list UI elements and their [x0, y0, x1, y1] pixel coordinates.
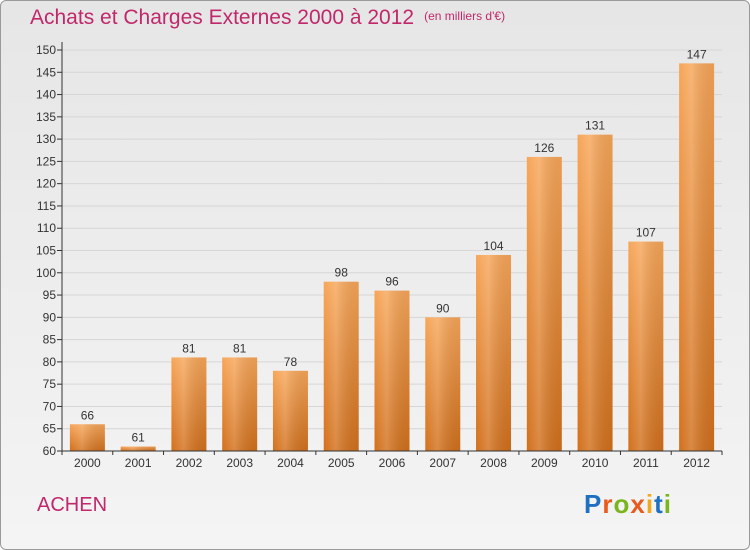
bar-shine — [323, 281, 359, 451]
data-label: 81 — [182, 341, 196, 355]
y-tick-label: 120 — [36, 177, 56, 191]
data-label: 126 — [534, 141, 554, 155]
x-tick-label: 2005 — [328, 456, 355, 470]
y-tick-label: 135 — [36, 110, 56, 124]
data-label: 98 — [335, 266, 349, 280]
y-tick-label: 70 — [43, 399, 57, 413]
bar-shine — [526, 156, 562, 451]
x-tick-label: 2001 — [125, 456, 152, 470]
bar-shine — [476, 254, 512, 451]
x-tick-labels: 2000 2001 2002 2003 2004 2005 2006 2007 2008 2009… — [61, 451, 723, 470]
y-tick-label: 110 — [37, 221, 56, 235]
y-tick-label: 65 — [43, 422, 57, 436]
data-label: 107 — [636, 226, 656, 240]
x-tick-label: 2012 — [683, 456, 710, 470]
data-label: 81 — [233, 341, 247, 355]
y-tick-label: 95 — [43, 288, 57, 302]
y-tick-label: 140 — [36, 88, 56, 102]
data-label: 96 — [385, 275, 399, 289]
y-tick-label: 85 — [43, 333, 57, 347]
data-label: 66 — [81, 408, 95, 422]
bar-shine — [272, 370, 308, 451]
chart-title-text: Achats et Charges Externes 2000 à 2012 — [30, 6, 415, 29]
bar-shine — [577, 134, 613, 451]
place-name: ACHEN — [37, 494, 108, 516]
x-tick-label: 2006 — [379, 456, 406, 470]
data-label: 131 — [585, 119, 605, 133]
axes — [61, 42, 722, 452]
data-label: 90 — [436, 301, 450, 315]
y-tick-label: 130 — [36, 132, 56, 146]
bar-shine — [628, 241, 664, 451]
y-tick-label: 150 — [36, 43, 56, 57]
x-tick-label: 2009 — [531, 456, 558, 470]
bar-shine — [425, 317, 461, 451]
data-label: 104 — [484, 239, 504, 253]
bar-shine — [222, 357, 258, 451]
y-tick-label: 80 — [43, 355, 57, 369]
x-tick-label: 2010 — [582, 456, 609, 470]
y-tick-label: 125 — [36, 154, 56, 168]
data-label: 147 — [687, 47, 707, 61]
bars — [69, 63, 715, 451]
x-tick-label: 2008 — [480, 456, 507, 470]
x-tick-label: 2002 — [176, 456, 203, 470]
bar-shine — [120, 446, 156, 451]
y-tick-label: 105 — [36, 244, 56, 258]
x-tick-label: 2004 — [277, 456, 304, 470]
data-labels: 66 61 81 81 78 98 96 90 104 126 131 107 147 — [81, 47, 707, 444]
chart-subtitle: (en milliers d'€) — [424, 9, 506, 23]
y-tick-label: 75 — [43, 377, 57, 391]
bar-shine — [679, 63, 715, 451]
x-tick-label: 2011 — [633, 456, 659, 470]
bar-shine — [69, 424, 105, 451]
chart-title: Achats et Charges Externes 2000 à 2012 (e… — [30, 6, 505, 30]
data-label: 78 — [284, 355, 298, 369]
y-tick-labels: 60 65 70 75 80 85 90 95 100 105 110 115 120 125 130 135… — [36, 43, 56, 458]
y-tick-label: 90 — [43, 310, 57, 324]
proxiti-logo: Proxiti — [584, 489, 672, 519]
y-tick-label: 115 — [37, 199, 56, 213]
y-tick-label: 60 — [43, 444, 57, 458]
y-tick-label: 145 — [36, 65, 56, 79]
x-tick-label: 2007 — [429, 456, 456, 470]
bar-shine — [171, 357, 207, 451]
y-tick-label: 100 — [36, 266, 56, 280]
bar-shine — [374, 290, 410, 451]
data-label: 61 — [131, 431, 145, 445]
x-tick-label: 2003 — [226, 456, 253, 470]
x-tick-label: 2000 — [74, 456, 101, 470]
